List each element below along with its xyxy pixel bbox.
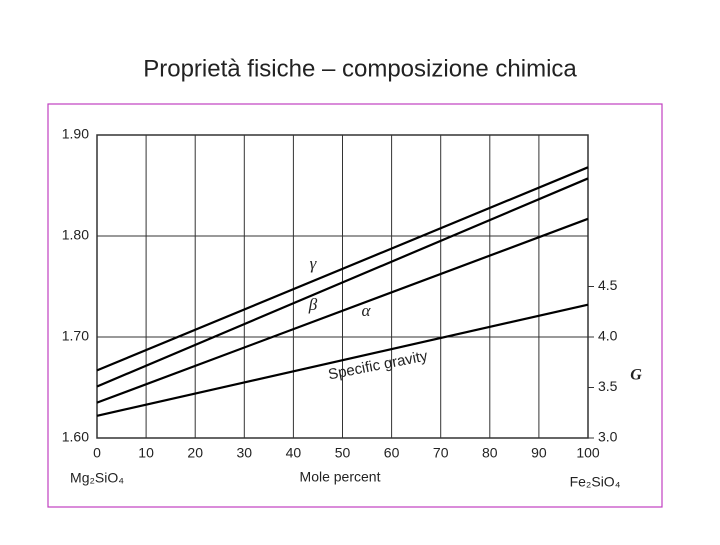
series-line — [96, 217, 589, 404]
x-tick-label: 40 — [286, 445, 302, 461]
y2-tick-label: 3.5 — [598, 378, 618, 394]
x-tick-label: 60 — [384, 445, 400, 461]
page-title: Proprietà fisiche – composizione chimica — [143, 55, 577, 82]
y2-tick-label: 3.0 — [598, 429, 618, 445]
x-tick-label: 20 — [187, 445, 203, 461]
y2-tick-label: 4.0 — [598, 328, 618, 344]
series-line — [96, 166, 589, 372]
y2-axis-label: G — [630, 367, 642, 384]
x-tick-label: 0 — [93, 445, 101, 461]
series-label: β — [308, 295, 318, 314]
x-tick-label: 100 — [576, 445, 600, 461]
y-tick-label: 1.80 — [62, 227, 89, 243]
plot-border — [96, 134, 589, 439]
x-tick-label: 90 — [531, 445, 547, 461]
frame — [47, 103, 663, 508]
x-start-label: Mg₂SiO₄ — [70, 470, 124, 486]
series-line — [96, 303, 589, 417]
x-tick-label: 50 — [335, 445, 351, 461]
x-tick-label: 10 — [138, 445, 154, 461]
y2-tick-label: 4.5 — [598, 277, 618, 293]
y-tick-label: 1.60 — [62, 429, 89, 445]
y-tick-label: 1.90 — [62, 126, 89, 142]
series-label: α — [362, 301, 372, 320]
x-tick-label: 80 — [482, 445, 498, 461]
y-tick-label: 1.70 — [62, 328, 89, 344]
x-axis-label: Mole percent — [300, 469, 381, 485]
series-line — [96, 177, 589, 388]
x-tick-label: 30 — [237, 445, 253, 461]
x-end-label: Fe₂SiO₄ — [570, 474, 621, 490]
series-label: γ — [310, 254, 318, 273]
x-tick-label: 70 — [433, 445, 449, 461]
